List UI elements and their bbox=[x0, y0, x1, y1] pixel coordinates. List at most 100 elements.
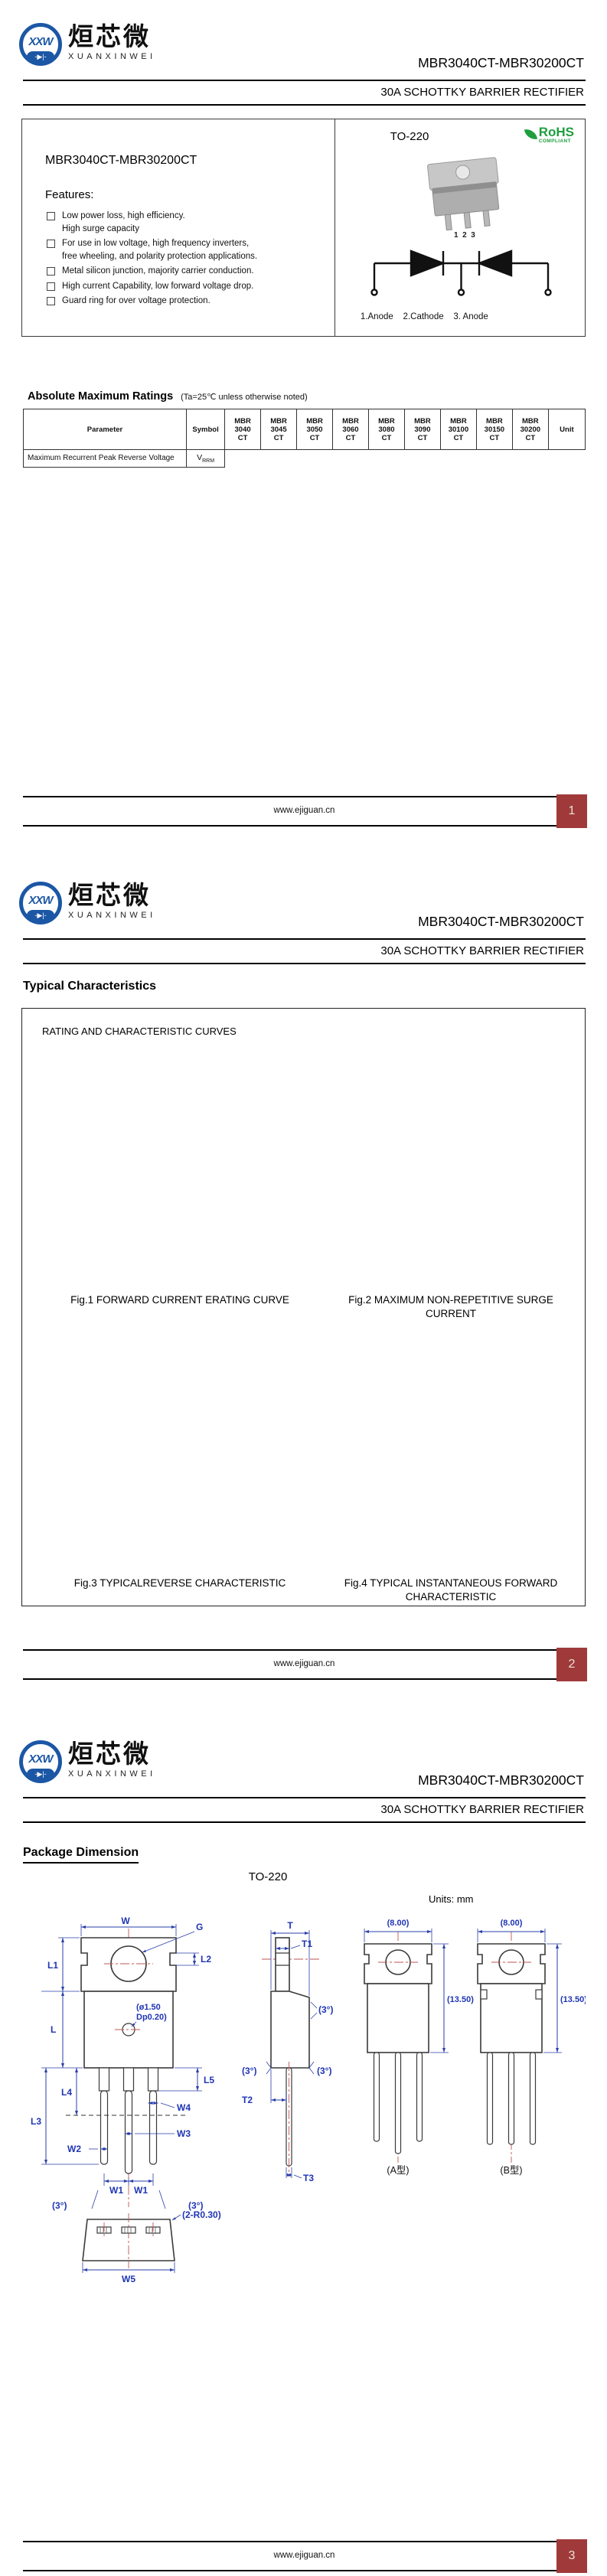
amr-title: Absolute Maximum Ratings bbox=[28, 390, 174, 403]
brand-chinese: 烜芯微 bbox=[68, 1740, 151, 1768]
features-title: Features: bbox=[45, 188, 94, 201]
logo-diode-icon: -▶|- bbox=[27, 910, 54, 921]
doc-subtitle: 30A SCHOTTKY BARRIER RECTIFIER bbox=[380, 944, 584, 957]
footer-url: www.ejiguan.cn bbox=[273, 2551, 335, 2560]
caption-line: Fig.1 FORWARD CURRENT ERATING CURVE bbox=[70, 1294, 289, 1306]
brand-chinese: 烜芯微 bbox=[68, 881, 151, 909]
brand-text: 烜芯微 XUANXINWEI bbox=[68, 881, 156, 921]
pkg-bottom-view: (2-R0.30) W5 bbox=[82, 2209, 221, 2284]
features-list: Low power loss, high efficiency. High sur… bbox=[47, 210, 322, 310]
feature-item: Guard ring for over voltage protection. bbox=[47, 295, 322, 308]
logo-xxw-icon: XXW -▶|- bbox=[19, 882, 62, 924]
package-type-label: TO-220 bbox=[248, 1870, 288, 1883]
caption-line: Fig.2 MAXIMUM NON-REPETITIVE SURGE bbox=[348, 1294, 553, 1306]
amr-symbol: VRRM bbox=[185, 449, 226, 468]
checkbox-icon bbox=[47, 212, 55, 220]
rohs-text: RoHS bbox=[538, 125, 574, 139]
rohs-compliant-text: COMPLIANT bbox=[538, 139, 571, 144]
curves-box: RATING AND CHARACTERISTIC CURVES Fig.1 F… bbox=[21, 1008, 586, 1606]
amr-row: Maximum Recurrent Peak Reverse Voltage VR… bbox=[23, 449, 586, 468]
dim-label-hole2: Dp0.20) bbox=[136, 2013, 167, 2022]
product-part-range: MBR3040CT-MBR30200CT bbox=[45, 154, 197, 167]
fig4-caption: Fig.4 TYPICAL INSTANTANEOUS FORWARD CHARA… bbox=[316, 1577, 586, 1604]
absolute-maximum-ratings-table: Parameter Symbol MBR 3040 CT MBR 3045 CT MBR… bbox=[23, 409, 586, 468]
fig2-surge-chart bbox=[316, 1052, 586, 1287]
dim-label-w4: W4 bbox=[177, 2102, 191, 2113]
leaf-icon bbox=[524, 127, 537, 142]
feature-line: High surge capacity bbox=[62, 223, 139, 233]
feature-line: Metal silicon junction, majority carrier… bbox=[62, 266, 254, 276]
pkg-rear-view-a: (8.00) (13.50) (A型) bbox=[364, 1919, 474, 2176]
dim-label-w1: W1 bbox=[134, 2185, 148, 2196]
dim-label-w: W bbox=[121, 1916, 130, 1926]
dim-label-3deg: (3°) bbox=[317, 2066, 331, 2076]
header-rule bbox=[23, 1797, 586, 1798]
package-name: TO-220 bbox=[390, 130, 429, 143]
brand-text: 烜芯微 XUANXINWEI bbox=[68, 23, 156, 62]
page-1: XXW -▶|- 烜芯微 XUANXINWEI MBR3040CT-MBR302… bbox=[0, 0, 607, 859]
amr-header-model: MBR 30150 CT bbox=[475, 409, 513, 450]
pin-numbers: 1 2 3 bbox=[454, 231, 475, 240]
feature-item: Low power loss, high efficiency. High sur… bbox=[47, 210, 322, 235]
brand-text: 烜芯微 XUANXINWEI bbox=[68, 1740, 156, 1779]
amr-note: (Ta=25℃ unless otherwise noted) bbox=[181, 393, 308, 402]
caption-line: Fig.3 TYPICALREVERSE CHARACTERISTIC bbox=[73, 1577, 286, 1589]
amr-header-model: MBR 3045 CT bbox=[260, 409, 298, 450]
checkbox-icon bbox=[47, 267, 55, 276]
logo-xxw-icon: XXW -▶|- bbox=[19, 23, 62, 66]
logo-xxw-text: XXW bbox=[28, 35, 53, 48]
amr-header-model: MBR 3050 CT bbox=[296, 409, 334, 450]
dim-label-t: T bbox=[287, 1920, 293, 1931]
fig1-derating-chart bbox=[45, 1052, 315, 1287]
dim-label-t3: T3 bbox=[303, 2173, 314, 2183]
logo-xxw-icon: XXW -▶|- bbox=[19, 1740, 62, 1783]
feature-item: High current Capability, low forward vol… bbox=[47, 280, 322, 293]
logo-xxw-text: XXW bbox=[28, 1753, 53, 1766]
dim-label-w5: W5 bbox=[122, 2274, 135, 2284]
dim-label-l: L bbox=[51, 2024, 56, 2035]
dim-label-t2: T2 bbox=[242, 2095, 253, 2105]
page-footer: www.ejiguan.cn 2 bbox=[23, 1648, 587, 1681]
fig4-forward-chart bbox=[316, 1336, 586, 1572]
dim-label-l1: L1 bbox=[47, 1960, 58, 1971]
brand-english: XUANXINWEI bbox=[68, 911, 156, 920]
dim-label-l3: L3 bbox=[31, 2116, 41, 2127]
amr-header-unit: Unit bbox=[547, 409, 586, 450]
amr-param: Maximum Recurrent Peak Reverse Voltage bbox=[23, 449, 187, 468]
caption-line: CHARACTERISTIC bbox=[405, 1591, 497, 1603]
header-rule bbox=[23, 938, 586, 940]
feature-line: Guard ring for over voltage protection. bbox=[62, 296, 210, 305]
feature-line: Low power loss, high efficiency. bbox=[62, 211, 185, 220]
dim-label-t1: T1 bbox=[302, 1939, 312, 1949]
type-a-caption: (A型) bbox=[387, 2165, 409, 2176]
header-rule bbox=[23, 104, 586, 106]
page-footer: www.ejiguan.cn 1 bbox=[23, 794, 587, 828]
dim-label-800: (8.00) bbox=[387, 1919, 410, 1928]
amr-heading: Absolute Maximum Ratings (Ta=25℃ unless … bbox=[28, 390, 308, 403]
part-number-title: MBR3040CT-MBR30200CT bbox=[418, 1772, 584, 1788]
page-number-badge: 3 bbox=[556, 2539, 587, 2573]
amr-header-symbol: Symbol bbox=[185, 409, 226, 450]
checkbox-icon bbox=[47, 240, 55, 248]
pkg-side-view: T T1 (3°) (3°) (3°) T2 T3 bbox=[242, 1920, 333, 2183]
header-rule bbox=[23, 80, 586, 81]
amr-header-parameter: Parameter bbox=[23, 409, 187, 450]
fig1-caption: Fig.1 FORWARD CURRENT ERATING CURVE bbox=[45, 1293, 315, 1307]
amr-header-model: MBR 30100 CT bbox=[439, 409, 477, 450]
fig3-caption: Fig.3 TYPICALREVERSE CHARACTERISTIC bbox=[45, 1577, 315, 1590]
amr-header-model: MBR 3090 CT bbox=[403, 409, 441, 450]
package-outline-drawing: W G L1 L L4 L3 L2 (ø1.50 Dp0.20) bbox=[31, 1916, 586, 2284]
brand-english: XUANXINWEI bbox=[68, 1769, 156, 1779]
page-2: XXW -▶|- 烜芯微 XUANXINWEI MBR3040CT-MBR302… bbox=[0, 859, 607, 1717]
amr-header-model: MBR 30200 CT bbox=[511, 409, 549, 450]
package-dimension-heading: Package Dimension bbox=[23, 1846, 139, 1864]
fig2-caption: Fig.2 MAXIMUM NON-REPETITIVE SURGE CURREN… bbox=[316, 1293, 586, 1321]
header-rule bbox=[23, 1821, 586, 1823]
product-summary-box: MBR3040CT-MBR30200CT Features: Low power… bbox=[21, 119, 586, 337]
doc-subtitle: 30A SCHOTTKY BARRIER RECTIFIER bbox=[380, 86, 584, 99]
type-b-caption: (B型) bbox=[500, 2165, 522, 2176]
amr-header-model: MBR 3040 CT bbox=[224, 409, 262, 450]
part-number-title: MBR3040CT-MBR30200CT bbox=[418, 914, 584, 929]
footer-url: www.ejiguan.cn bbox=[273, 1659, 335, 1668]
dim-label-1350: (13.50) bbox=[560, 1995, 586, 2004]
